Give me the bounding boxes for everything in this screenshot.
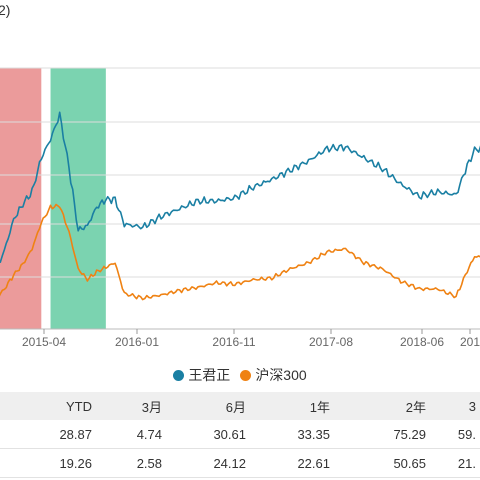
table-cell: 75.29 [393, 426, 426, 442]
table-header-cell: 3 [468, 398, 476, 414]
x-tick-label: 2015-04 [22, 335, 66, 349]
table-cell: 28.87 [59, 426, 92, 442]
table-cell: 22.61 [297, 455, 330, 471]
table-row: 19.26 2.58 24.12 22.61 50.65 21. [0, 449, 480, 478]
table-cell: 19.26 [59, 455, 92, 471]
line-chart: 2015-04 2016-01 2016-11 2017-08 2018-06 201 [0, 67, 480, 349]
table-cell: 24.12 [213, 455, 246, 471]
table-header-cell: 6月 [225, 399, 246, 415]
legend-dot-icon [240, 369, 252, 381]
table-header-row: YTD 3月 6月 1年 2年 3 [0, 392, 480, 420]
performance-table: YTD 3月 6月 1年 2年 3 28.87 4.74 30.61 33.35… [0, 392, 480, 478]
table-cell: 30.61 [213, 426, 246, 442]
series-lines [0, 111, 480, 301]
shaded-period-1 [50, 68, 106, 329]
x-tick-label: 201 [460, 335, 480, 349]
table-cell: 59. [457, 426, 476, 442]
table-cell: 50.65 [393, 455, 426, 471]
legend-item-wangjunzheng[interactable]: 王君正 [173, 365, 230, 385]
x-tick-label: 2016-01 [115, 335, 159, 349]
x-axis-ticks: 2015-04 2016-01 2016-11 2017-08 2018-06 201 [22, 329, 480, 349]
legend: 王君正 沪深300 [0, 364, 480, 386]
grid-lines [0, 67, 480, 330]
x-tick-label: 2018-06 [400, 335, 444, 349]
table-cell [0, 449, 26, 478]
table-cell: 2.58 [136, 455, 162, 471]
table-header-cell: YTD [66, 398, 92, 414]
table-cell: 33.35 [297, 426, 330, 442]
x-tick-label: 2017-08 [309, 335, 353, 349]
table-cell: 21. [457, 455, 476, 471]
table-header-cell: 1年 [309, 399, 330, 415]
shaded-period-0 [0, 68, 42, 329]
table-cell [0, 420, 26, 449]
series-line-1 [0, 203, 480, 301]
series-line-0 [0, 111, 480, 264]
legend-dot-icon [173, 369, 185, 381]
x-tick-label: 2016-11 [212, 335, 255, 349]
legend-label: 沪深300 [255, 367, 307, 383]
legend-label: 王君正 [188, 367, 231, 383]
shaded-periods [0, 68, 106, 329]
table-header-cell: 3月 [141, 399, 162, 415]
table-header-cell: 2年 [405, 399, 426, 415]
table-row: 28.87 4.74 30.61 33.35 75.29 59. [0, 420, 480, 449]
table-header-cell [0, 392, 26, 420]
table-cell: 4.74 [136, 426, 162, 442]
legend-item-hs300[interactable]: 沪深300 [240, 365, 307, 385]
chart-title-fragment: 2) [0, 2, 11, 18]
